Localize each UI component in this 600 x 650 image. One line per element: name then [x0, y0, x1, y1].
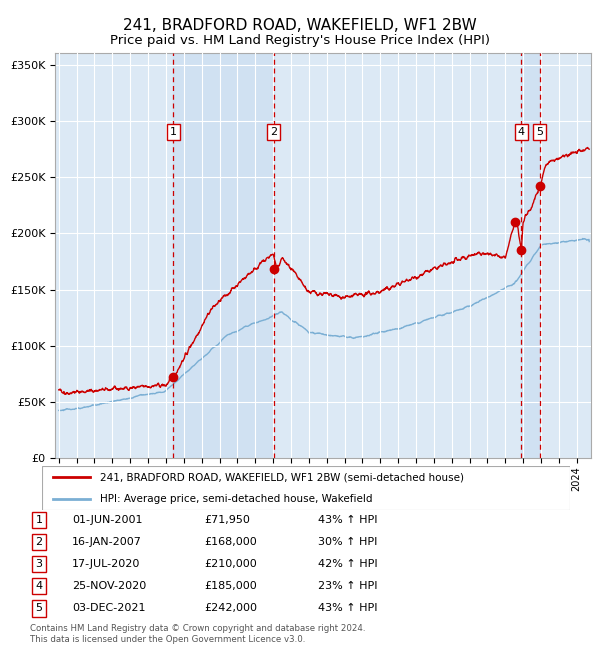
FancyBboxPatch shape [42, 466, 570, 510]
Text: 16-JAN-2007: 16-JAN-2007 [72, 537, 142, 547]
Text: 2: 2 [35, 537, 43, 547]
Text: 30% ↑ HPI: 30% ↑ HPI [318, 537, 377, 547]
Text: £185,000: £185,000 [204, 581, 257, 592]
Text: 2: 2 [270, 127, 277, 137]
Text: Price paid vs. HM Land Registry's House Price Index (HPI): Price paid vs. HM Land Registry's House … [110, 34, 490, 47]
Text: 42% ↑ HPI: 42% ↑ HPI [318, 559, 377, 569]
Text: 43% ↑ HPI: 43% ↑ HPI [318, 515, 377, 525]
Text: 241, BRADFORD ROAD, WAKEFIELD, WF1 2BW: 241, BRADFORD ROAD, WAKEFIELD, WF1 2BW [123, 18, 477, 33]
Text: £242,000: £242,000 [204, 603, 257, 614]
Text: 241, BRADFORD ROAD, WAKEFIELD, WF1 2BW (semi-detached house): 241, BRADFORD ROAD, WAKEFIELD, WF1 2BW (… [100, 472, 464, 482]
Text: 4: 4 [35, 581, 43, 592]
Text: 4: 4 [518, 127, 525, 137]
Text: Contains HM Land Registry data © Crown copyright and database right 2024.
This d: Contains HM Land Registry data © Crown c… [30, 624, 365, 644]
Text: £168,000: £168,000 [204, 537, 257, 547]
Text: 01-JUN-2001: 01-JUN-2001 [72, 515, 143, 525]
Text: 43% ↑ HPI: 43% ↑ HPI [318, 603, 377, 614]
Bar [521, 53, 539, 458]
Text: 3: 3 [35, 559, 43, 569]
Text: 03-DEC-2021: 03-DEC-2021 [72, 603, 146, 614]
Bar [173, 53, 274, 458]
Text: £210,000: £210,000 [204, 559, 257, 569]
Text: £71,950: £71,950 [204, 515, 250, 525]
Text: 1: 1 [35, 515, 43, 525]
Text: 25-NOV-2020: 25-NOV-2020 [72, 581, 146, 592]
Text: 5: 5 [35, 603, 43, 614]
Text: 1: 1 [170, 127, 177, 137]
Text: HPI: Average price, semi-detached house, Wakefield: HPI: Average price, semi-detached house,… [100, 494, 373, 504]
Text: 23% ↑ HPI: 23% ↑ HPI [318, 581, 377, 592]
Text: 17-JUL-2020: 17-JUL-2020 [72, 559, 140, 569]
Text: 5: 5 [536, 127, 543, 137]
